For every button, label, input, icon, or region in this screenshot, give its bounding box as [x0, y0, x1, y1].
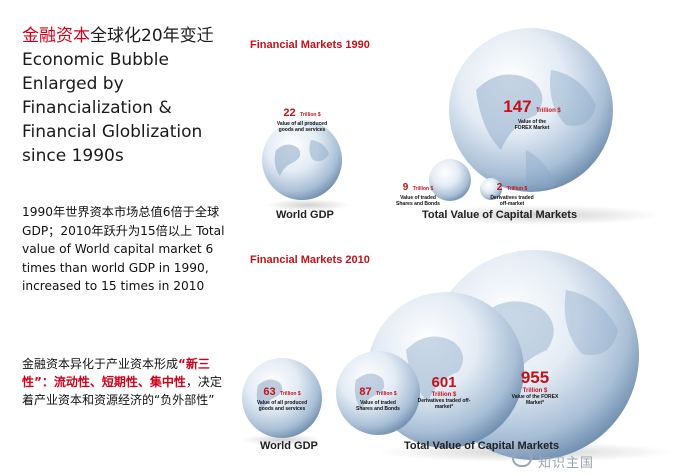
globe-gdp-2010 — [242, 358, 322, 438]
gdp-1990-desc: Value of all produced goods and services — [276, 121, 328, 133]
capital-2010-caption: Total Value of Capital Markets — [404, 440, 560, 452]
gdp-1990-unit: Trillion $ — [300, 112, 321, 118]
globe-forex-1990 — [449, 28, 613, 192]
paragraph-financial-capital: 金融资本异化于产业资本形成“新三性”：流动性、短期性、集中性，决定着产业资本和资… — [22, 355, 232, 409]
capital-1990-caption: Total Value of Capital Markets — [422, 209, 578, 221]
forex-2010-desc: Value of the FOREX Market* — [511, 394, 559, 406]
globes-illustration — [242, 28, 676, 462]
forex-1990-value: 147 — [503, 97, 532, 116]
title-text: 全球化20年变迁 Economic Bubble Enlarged by Fin… — [22, 26, 214, 166]
forex-1990-label: 147 Trillion $ Value of the FOREX Market — [492, 97, 572, 131]
shares-2010-unit: Trillion $ — [376, 391, 397, 397]
gdp-2010-caption: World GDP — [260, 440, 318, 452]
para2-lead: 金融资本异化于产业资本形成 — [22, 357, 179, 371]
para2-highlight: “新三性”：流动性、短期性、集中性 — [22, 357, 210, 389]
infographic: Financial Markets 1990 22 Trillion $ Val… — [236, 0, 676, 476]
shares-2010-label: 87 Trillion $ Value of traded Shares and… — [352, 382, 404, 412]
watermark: 知识主国 — [538, 456, 595, 471]
globe-shares-1990 — [429, 159, 471, 201]
globe-derivatives-1990 — [480, 178, 502, 200]
globe-gdp-1990 — [262, 120, 342, 200]
derivatives-2010-desc: Derivatives traded off-market* — [417, 398, 471, 410]
forex-1990-desc: Value of the FOREX Market — [514, 119, 550, 131]
gdp-2010-unit: Trillion $ — [280, 391, 301, 397]
gdp-1990-shadow — [266, 199, 350, 211]
forex-2010-label: 955 Trillion $ Value of the FOREX Market… — [502, 368, 568, 406]
watermark-logo-icon — [512, 449, 532, 467]
globe-shares-2010 — [336, 351, 420, 435]
gdp-1990-caption: World GDP — [276, 209, 334, 221]
shares-1990-label: 9 Trillion $ Value of traded Shares and … — [396, 177, 440, 207]
derivatives-1990-value: 2 — [496, 182, 503, 193]
paragraph-capital-markets: 1990年世界资本市场总值6倍于全球GDP；2010年跃升为15倍以上 Tota… — [22, 205, 225, 293]
gdp-2010-label: 63 Trillion $ Value of all produced good… — [250, 382, 314, 412]
gdp-2010-value: 63 — [263, 386, 276, 398]
forex-2010-unit: Trillion $ — [522, 388, 548, 394]
shares-1990-desc: Value of traded Shares and Bonds — [396, 195, 440, 207]
title-1990: Financial Markets 1990 — [250, 39, 370, 51]
forex-2010-value: 955 — [520, 368, 550, 387]
gdp-1990-label: 22 Trillion $ Value of all produced good… — [270, 103, 334, 133]
derivatives-1990-unit: Trillion $ — [506, 186, 528, 192]
text-column: 金融资本全球化20年变迁 Economic Bubble Enlarged by… — [0, 0, 236, 476]
gdp-2010-desc: Value of all produced goods and services — [256, 400, 308, 412]
shares-1990-value: 9 — [402, 182, 409, 193]
derivatives-1990-label: 2 Trillion $ Derivatives traded off-mark… — [490, 177, 534, 207]
gdp-1990-value: 22 — [283, 107, 296, 119]
title-2010: Financial Markets 2010 — [250, 254, 370, 266]
derivatives-2010-label: 601 Trillion $ Derivatives traded off-ma… — [416, 374, 472, 410]
shares-2010-value: 87 — [359, 386, 372, 398]
shares-1990-unit: Trillion $ — [412, 186, 434, 192]
derivatives-2010-value: 601 — [431, 374, 457, 391]
forex-1990-shadow — [421, 205, 661, 225]
slide-title: 金融资本全球化20年变迁 Economic Bubble Enlarged by… — [22, 24, 234, 168]
gdp-2010-shadow — [242, 434, 322, 446]
derivatives-1990-desc: Derivatives traded off-market — [490, 195, 534, 207]
para2-tail: ，决定着产业资本和资源经济的“负外部性” — [22, 375, 222, 407]
forex-1990-unit: Trillion $ — [536, 108, 561, 114]
title-highlight: 金融资本 — [22, 26, 90, 46]
derivatives-2010-unit: Trillion $ — [431, 392, 457, 398]
shares-2010-desc: Value of traded Shares and Bonds — [356, 400, 400, 412]
